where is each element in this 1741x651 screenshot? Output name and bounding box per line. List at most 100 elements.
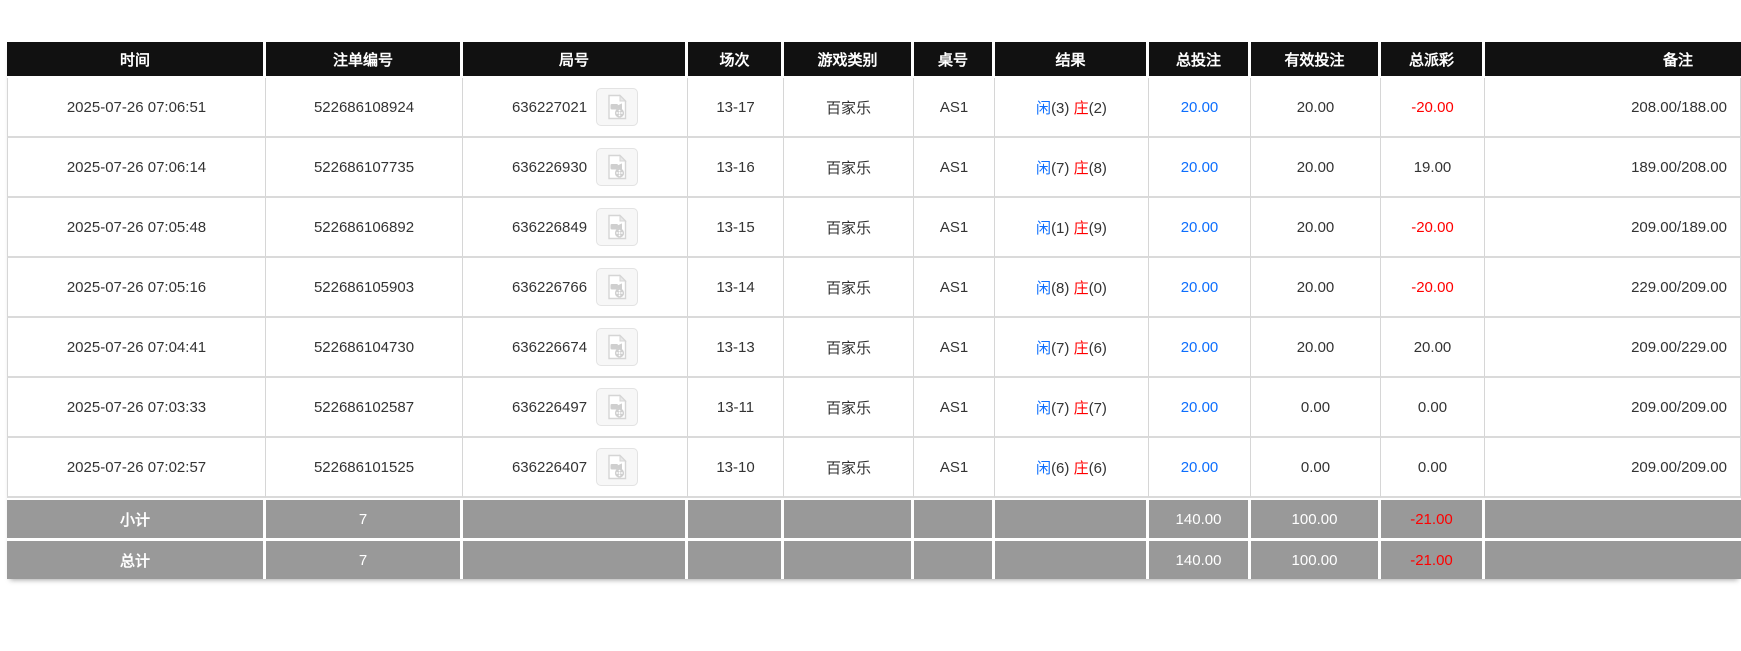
cell-table-no: AS1 <box>914 318 995 378</box>
footer-remark <box>1485 498 1741 541</box>
cell-session: 13-13 <box>688 318 784 378</box>
video-replay-button[interactable] <box>596 208 639 246</box>
round-number: 636226766 <box>511 278 588 296</box>
cell-result: 闲(3) 庄(2) <box>995 78 1149 138</box>
footer-table-no <box>914 498 995 541</box>
cell-bet-id: 522686101525 <box>266 438 463 498</box>
player-label: 闲 <box>1036 459 1052 477</box>
footer-result <box>995 541 1149 579</box>
footer-round <box>463 541 688 579</box>
cell-total-bet: 20.00 <box>1149 258 1251 318</box>
cell-table-no: AS1 <box>914 438 995 498</box>
footer-label: 小计 <box>7 498 266 541</box>
footer-table-no <box>914 541 995 579</box>
cell-payout: 19.00 <box>1381 138 1485 198</box>
cell-remark: 208.00/188.00 <box>1485 78 1741 138</box>
video-file-icon <box>608 394 627 420</box>
cell-result: 闲(8) 庄(0) <box>995 258 1149 318</box>
round-content: 636226930 <box>512 148 639 186</box>
footer-round <box>463 498 688 541</box>
cell-time: 2025-07-26 07:05:48 <box>7 198 266 258</box>
cell-result: 闲(7) 庄(8) <box>995 138 1149 198</box>
round-content: 636226766 <box>511 268 639 306</box>
round-number: 636226497 <box>511 398 588 416</box>
video-replay-button[interactable] <box>596 448 639 486</box>
video-replay-button[interactable] <box>596 88 639 126</box>
player-score: (7) <box>1051 159 1070 177</box>
cell-valid-bet: 0.00 <box>1251 378 1381 438</box>
round-number: 636226407 <box>511 458 588 476</box>
cell-result: 闲(7) 庄(6) <box>995 318 1149 378</box>
cell-bet-id: 522686106892 <box>266 198 463 258</box>
footer-valid-bet: 100.00 <box>1251 541 1381 579</box>
cell-session: 13-10 <box>688 438 784 498</box>
player-label: 闲 <box>1036 99 1052 117</box>
player-score: (3) <box>1051 99 1070 117</box>
footer-count: 7 <box>266 498 463 541</box>
cell-remark: 209.00/209.00 <box>1485 438 1741 498</box>
cell-time: 2025-07-26 07:04:41 <box>7 318 266 378</box>
cell-session: 13-15 <box>688 198 784 258</box>
cell-valid-bet: 0.00 <box>1251 438 1381 498</box>
footer-session <box>688 498 784 541</box>
table-row: 2025-07-26 07:05:48 522686106892 636226849… <box>7 198 1741 258</box>
col-header-bet-id: 注单编号 <box>266 42 463 78</box>
video-replay-button[interactable] <box>596 388 639 426</box>
col-header-session: 场次 <box>688 42 784 78</box>
cell-round: 636226497 <box>463 378 688 438</box>
col-header-result: 结果 <box>995 42 1149 78</box>
round-content: 636226849 <box>512 208 639 246</box>
table-row: 2025-07-26 07:02:57 522686101525 636226407… <box>7 438 1741 498</box>
cell-game-type: 百家乐 <box>784 318 914 378</box>
col-header-remark: 备注 <box>1485 42 1741 78</box>
cell-payout: -20.00 <box>1381 198 1485 258</box>
cell-table-no: AS1 <box>914 78 995 138</box>
cell-time: 2025-07-26 07:02:57 <box>7 438 266 498</box>
cell-payout: 0.00 <box>1381 438 1485 498</box>
cell-time: 2025-07-26 07:05:16 <box>7 258 266 318</box>
footer-remark <box>1485 541 1741 579</box>
video-replay-button[interactable] <box>596 328 639 366</box>
cell-result: 闲(1) 庄(9) <box>995 198 1149 258</box>
cell-game-type: 百家乐 <box>784 378 914 438</box>
cell-time: 2025-07-26 07:06:14 <box>7 138 266 198</box>
cell-payout: -20.00 <box>1381 258 1485 318</box>
footer-game-type <box>784 498 914 541</box>
bet-history-report: 时间 注单编号 局号 场次 游戏类别 桌号 结果 总投注 有效投注 总派彩 备注… <box>7 42 1741 579</box>
table-row: 2025-07-26 07:06:14 522686107735 636226930… <box>7 138 1741 198</box>
banker-score: (9) <box>1088 219 1107 237</box>
banker-score: (6) <box>1088 459 1107 477</box>
video-file-icon <box>608 154 627 180</box>
cell-table-no: AS1 <box>914 258 995 318</box>
cell-total-bet: 20.00 <box>1149 318 1251 378</box>
video-replay-button[interactable] <box>596 268 639 306</box>
col-header-total-bet: 总投注 <box>1149 42 1251 78</box>
footer-total-bet: 140.00 <box>1149 541 1251 579</box>
banker-label: 庄 <box>1073 159 1089 177</box>
cell-payout: 0.00 <box>1381 378 1485 438</box>
footer-game-type <box>784 541 914 579</box>
cell-game-type: 百家乐 <box>784 438 914 498</box>
banker-score: (6) <box>1088 339 1107 357</box>
col-header-table-no: 桌号 <box>914 42 995 78</box>
video-file-icon <box>608 214 627 240</box>
banker-label: 庄 <box>1073 99 1089 117</box>
banker-score: (2) <box>1088 99 1107 117</box>
table-row: 2025-07-26 07:04:41 522686104730 636226674… <box>7 318 1741 378</box>
video-file-icon <box>608 334 627 360</box>
cell-game-type: 百家乐 <box>784 258 914 318</box>
table-body: 2025-07-26 07:06:51 522686108924 636227021… <box>7 78 1741 498</box>
cell-bet-id: 522686102587 <box>266 378 463 438</box>
cell-total-bet: 20.00 <box>1149 198 1251 258</box>
table-footer: 小计 7 140.00 100.00 -21.00 总计 7 140.00 100.00 -21.… <box>7 498 1741 579</box>
cell-table-no: AS1 <box>914 138 995 198</box>
col-header-round: 局号 <box>463 42 688 78</box>
total-row: 总计 7 140.00 100.00 -21.00 <box>7 541 1741 579</box>
video-replay-button[interactable] <box>596 148 639 186</box>
cell-bet-id: 522686108924 <box>266 78 463 138</box>
footer-result <box>995 498 1149 541</box>
player-label: 闲 <box>1036 159 1052 177</box>
cell-session: 13-14 <box>688 258 784 318</box>
subtotal-row: 小计 7 140.00 100.00 -21.00 <box>7 498 1741 541</box>
cell-total-bet: 20.00 <box>1149 378 1251 438</box>
